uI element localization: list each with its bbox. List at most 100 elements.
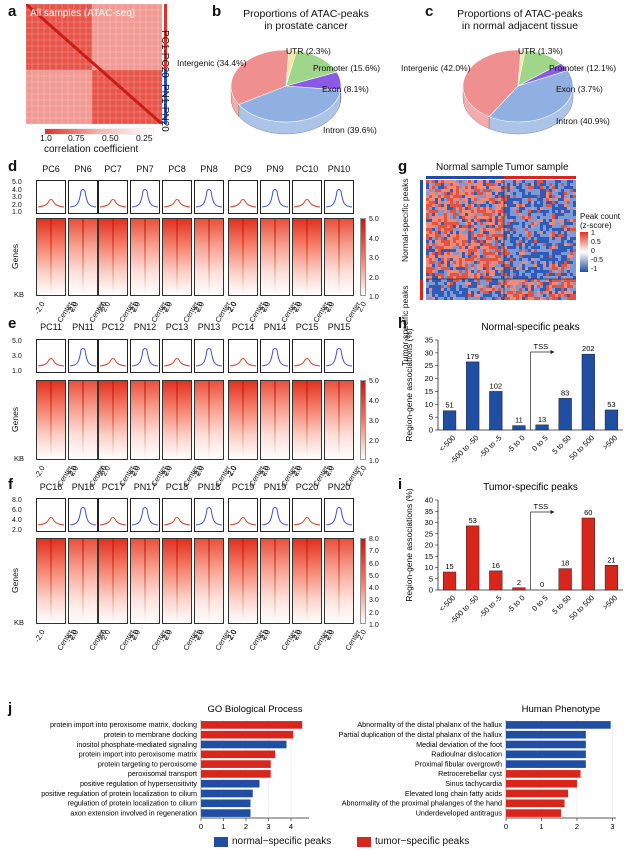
- heat-cell: [528, 297, 532, 300]
- heat-cell: [549, 249, 553, 253]
- heat-cell: [432, 243, 436, 247]
- peak-center-stripe: [337, 381, 341, 459]
- profile-curve: [131, 507, 159, 526]
- heat-cell: [504, 267, 508, 271]
- profile-plot: [324, 339, 354, 373]
- heat-cell: [525, 180, 529, 184]
- heat-cell: [534, 249, 538, 253]
- heat-cell: [528, 273, 532, 277]
- heat-cell: [561, 189, 565, 193]
- heat-cell: [543, 183, 547, 187]
- heat-cell: [459, 282, 463, 286]
- heat-cell: [561, 246, 565, 250]
- heat-cell: [573, 189, 576, 193]
- heat-cell: [540, 261, 544, 265]
- sample-label: PC6: [42, 164, 60, 174]
- j1-bar: [201, 750, 276, 759]
- heat-cell: [516, 228, 520, 232]
- heat-cell: [543, 228, 547, 232]
- heat-cell: [537, 282, 541, 286]
- peak-center-stripe: [241, 381, 245, 459]
- heat-cell: [444, 192, 448, 196]
- heat-cell: [480, 240, 484, 244]
- heat-cell: [507, 234, 511, 238]
- heat-cell: [516, 297, 520, 300]
- heat-cell: [552, 180, 556, 184]
- heat-cell: [492, 273, 496, 277]
- heat-cell: [561, 243, 565, 247]
- heat-cell: [486, 279, 490, 283]
- heat-cell: [429, 186, 433, 190]
- heat-cell: [564, 228, 568, 232]
- j1-x-tick: 1: [221, 822, 225, 830]
- heat-cell: [486, 192, 490, 196]
- heat-cell: [549, 222, 553, 226]
- heat-cell: [495, 189, 499, 193]
- heat-cell: [435, 198, 439, 202]
- heat-cell: [435, 186, 439, 190]
- heat-cell: [495, 276, 499, 280]
- heat-cell: [459, 219, 463, 223]
- heat-cell: [441, 180, 445, 184]
- heat-cell: [444, 228, 448, 232]
- profile-y-tick: 3.0: [12, 194, 22, 201]
- heat-cell: [438, 207, 442, 211]
- heat-cell: [447, 216, 451, 220]
- heat-cell: [549, 186, 553, 190]
- heat-cell: [471, 249, 475, 253]
- j1-category: axon extension involved in regeneration: [70, 808, 197, 817]
- heat-cell: [465, 207, 469, 211]
- heat-cell: [492, 297, 496, 300]
- heat-cell: [519, 249, 523, 253]
- heat-cell: [471, 240, 475, 244]
- heat-cell: [447, 246, 451, 250]
- heat-cell: [450, 189, 454, 193]
- heat-cell: [510, 282, 514, 286]
- heat-cell: [459, 291, 463, 295]
- heat-cell: [486, 267, 490, 271]
- heat-cell: [453, 276, 457, 280]
- heat-cell: [429, 210, 433, 214]
- heat-cell: [552, 246, 556, 250]
- heat-cell: [501, 237, 505, 241]
- colorbar-tick: 1.0: [369, 294, 379, 301]
- peak-center-stripe: [143, 219, 147, 295]
- heat-cell: [450, 180, 454, 184]
- heat-cell: [462, 252, 466, 256]
- heat-cell: [513, 186, 517, 190]
- heat-cell: [441, 204, 445, 208]
- peak-count-heatmap: [426, 180, 576, 300]
- heat-cell: [450, 237, 454, 241]
- heat-cell: [468, 198, 472, 202]
- heat-cell: [438, 294, 442, 298]
- heat-cell: [558, 285, 562, 289]
- heat-cell: [426, 195, 430, 199]
- heat-cell: [516, 246, 520, 250]
- profile-plot: [292, 339, 322, 373]
- heat-cell: [552, 237, 556, 241]
- heat-cell: [432, 192, 436, 196]
- h-bar: [581, 353, 595, 431]
- heat-cell: [546, 198, 550, 202]
- accessibility-heatmap: [228, 218, 258, 296]
- heat-cell: [504, 273, 508, 277]
- heat-cell: [573, 222, 576, 226]
- j1-bar: [201, 809, 251, 817]
- heat-cell: [492, 252, 496, 256]
- heat-cell: [546, 222, 550, 226]
- heat-cell: [543, 189, 547, 193]
- heat-cell: [543, 192, 547, 196]
- heat-cell: [450, 264, 454, 268]
- colorbar-tick: 1.0: [369, 622, 379, 629]
- heat-cell: [519, 231, 523, 235]
- heat-cell: [426, 294, 430, 298]
- heat-cell: [474, 261, 478, 265]
- heat-cell: [555, 297, 559, 300]
- heat-cell: [471, 270, 475, 274]
- j2-x-tick: 2: [575, 822, 579, 830]
- heat-cell: [525, 219, 529, 223]
- heat-cell: [471, 267, 475, 271]
- heat-cell: [480, 246, 484, 250]
- heat-cell: [531, 240, 535, 244]
- pie-b-title-2: in prostate cancer: [264, 20, 348, 32]
